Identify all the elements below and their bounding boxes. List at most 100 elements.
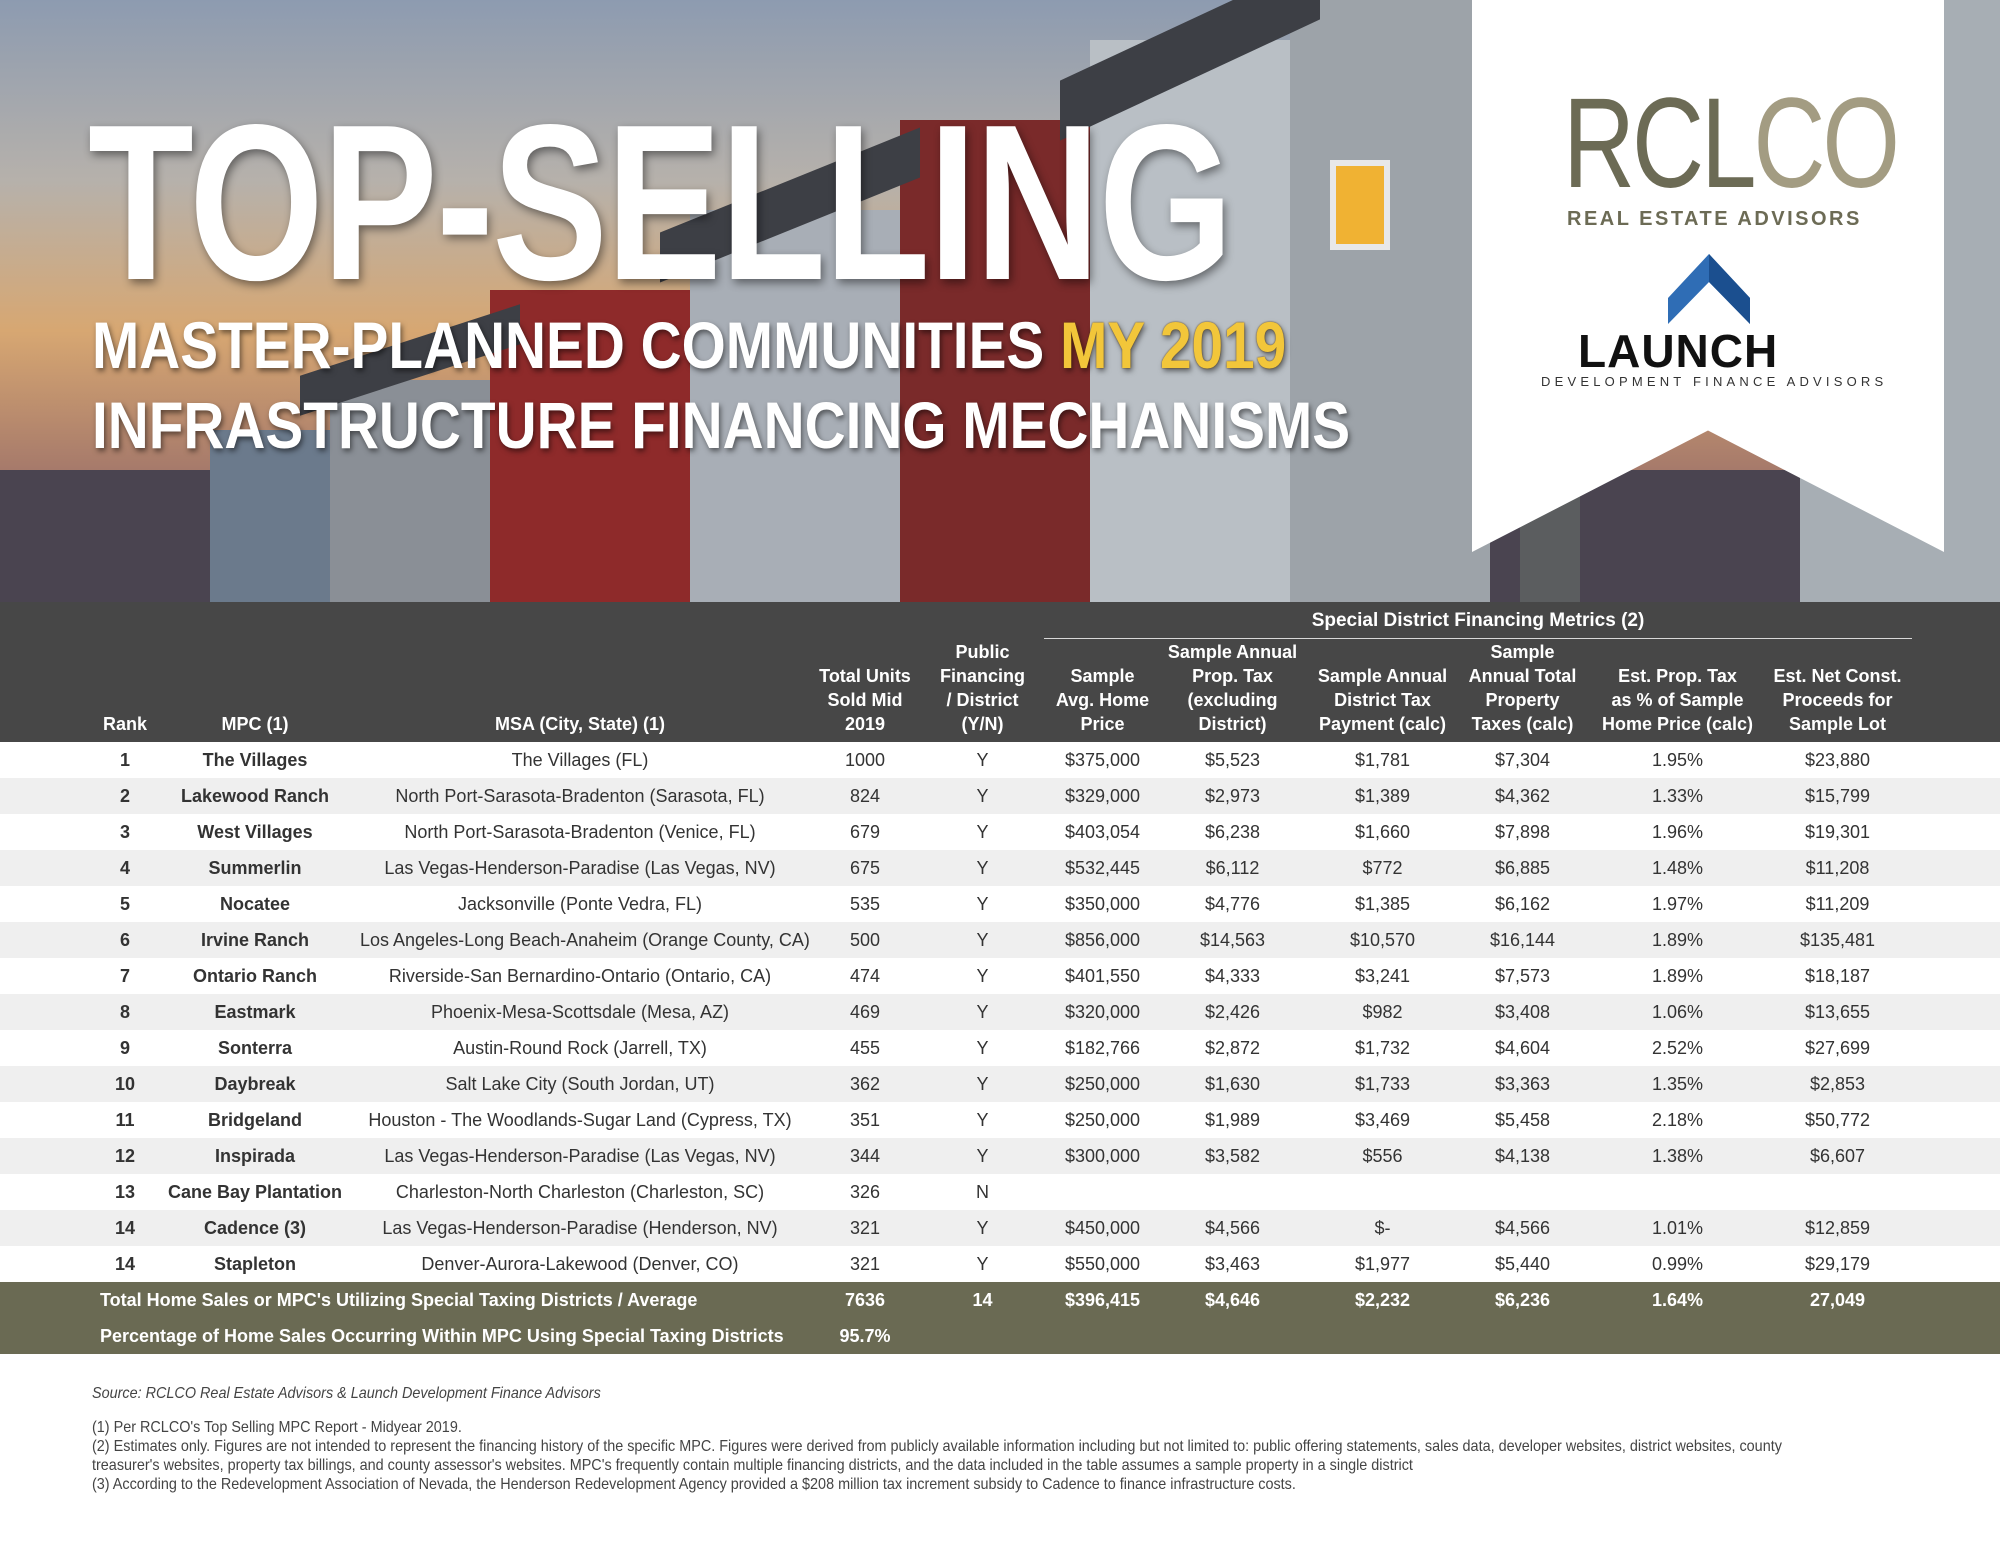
cell-district-tax: $3,469 [1354,1110,1411,1130]
cell-msa: Los Angeles-Long Beach-Anaheim (Orange C… [360,930,810,950]
cell-pct: 2.52% [1651,1038,1704,1058]
cell-price: $375,000 [1064,750,1141,770]
cell-mpc: Nocatee [219,894,291,914]
cell-pct: 1.97% [1651,894,1704,914]
cell-rank: 2 [119,786,130,806]
cell-rank: 3 [119,822,130,842]
cell-net: $27,699 [1804,1038,1871,1058]
cell-prop-tax: $4,566 [1204,1218,1261,1238]
rclco-logo-part2: CO [1753,72,1900,215]
cell-pct: 1.96% [1651,822,1704,842]
cell-public: Y [976,966,989,986]
cell-pct: 1.06% [1651,1002,1704,1022]
col-net-proceeds: Est. Net Const. Proceeds for Sample Lot [1773,666,1902,734]
cell-pct: 1.01% [1651,1218,1704,1238]
cell-prop-tax: $1,989 [1204,1110,1261,1130]
cell-price: $250,000 [1064,1110,1141,1130]
total-net: 27,049 [1809,1290,1866,1310]
cell-msa: Las Vegas-Henderson-Paradise (Henderson,… [382,1218,778,1238]
page-title: TOP-SELLING [88,79,1233,327]
cell-pct: 1.48% [1651,858,1704,878]
cell-public: Y [976,750,989,770]
cell-public: Y [976,894,989,914]
col-units: Total Units Sold Mid 2019 [819,666,911,734]
cell-district-tax: $1,385 [1354,894,1411,914]
cell-mpc: Daybreak [214,1074,296,1094]
cell-rank: 14 [114,1254,136,1274]
cell-district-tax: $10,570 [1349,930,1416,950]
table-row: 11 Bridgeland Houston - The Woodlands-Suga… [0,1102,2000,1138]
cell-msa: The Villages (FL) [511,750,649,770]
cell-units: 1000 [844,750,886,770]
cell-total-tax: $4,566 [1494,1218,1551,1238]
cell-total-tax: $6,162 [1494,894,1551,914]
cell-price [1045,1174,1160,1210]
total-label: Total Home Sales or MPC's Utilizing Spec… [100,1290,698,1310]
cell-total-tax: $5,458 [1494,1110,1551,1130]
col-tax-pct: Est. Prop. Tax as % of Sample Home Price… [1601,666,1754,734]
cell-units: 326 [849,1182,881,1202]
cell-price: $856,000 [1064,930,1141,950]
cell-pct [1585,1174,1770,1210]
rclco-logo-part1: RCL [1563,72,1756,215]
cell-net: $18,187 [1804,966,1871,986]
table-row: 12 Inspirada Las Vegas-Henderson-Paradise … [0,1138,2000,1174]
cell-net: $13,655 [1804,1002,1871,1022]
cell-total-tax: $6,885 [1494,858,1551,878]
col-rank: Rank [102,714,147,734]
cell-prop-tax: $4,776 [1204,894,1261,914]
cell-msa: Phoenix-Mesa-Scottsdale (Mesa, AZ) [430,1002,730,1022]
cell-total-tax: $4,138 [1494,1146,1551,1166]
cell-mpc: Sonterra [217,1038,293,1058]
subtitle-main: MASTER-PLANNED COMMUNITIES [92,308,1045,382]
table-row: 7 Ontario Ranch Riverside-San Bernardino-O… [0,958,2000,994]
rclco-tagline: REAL ESTATE ADVISORS [1567,208,1862,230]
cell-public: Y [976,858,989,878]
mpc-table: Special District Financing Metrics (2) R… [0,602,2000,1354]
col-home-price: Sample Avg. Home Price [1055,666,1150,734]
table-row: 8 Eastmark Phoenix-Mesa-Scottsdale (Mesa, … [0,994,2000,1030]
total-units: 7636 [844,1290,886,1310]
footnote-2-cont: treasurer's websites, property tax billi… [92,1457,1413,1474]
cell-msa: Salt Lake City (South Jordan, UT) [445,1074,715,1094]
cell-units: 500 [849,930,881,950]
cell-price: $320,000 [1064,1002,1141,1022]
cell-price: $250,000 [1064,1074,1141,1094]
cell-public: Y [976,1254,989,1274]
cell-units: 535 [849,894,881,914]
cell-mpc: Bridgeland [207,1110,302,1130]
cell-district-tax: $- [1374,1218,1391,1238]
cell-msa: Las Vegas-Henderson-Paradise (Las Vegas,… [384,1146,776,1166]
cell-total-tax: $3,363 [1494,1074,1551,1094]
col-public-financing: Public Financing / District (Y/N) [940,642,1025,734]
page-subtitle-2: INFRASTRUCTURE FINANCING MECHANISMS [92,388,1351,462]
group-header-divider [1044,638,1912,639]
cell-mpc: Summerlin [208,858,302,878]
cell-pct: 1.35% [1651,1074,1704,1094]
cell-msa: Las Vegas-Henderson-Paradise (Las Vegas,… [384,858,776,878]
cell-net: $11,208 [1805,858,1870,878]
cell-net [1770,1174,1905,1210]
table-row: 2 Lakewood Ranch North Port-Sarasota-Brade… [0,778,2000,814]
cell-prop-tax: $2,973 [1204,786,1261,806]
cell-units: 455 [849,1038,881,1058]
cell-mpc: Cadence (3) [203,1218,307,1238]
cell-public: Y [976,1146,989,1166]
cell-district-tax: $982 [1362,1002,1403,1022]
cell-public: Y [976,1002,989,1022]
table-row: 5 Nocatee Jacksonville (Ponte Vedra, FL) 53… [0,886,2000,922]
cell-mpc: Stapleton [213,1254,296,1274]
rclco-logo: RCLCO [1563,80,1900,208]
cell-prop-tax: $2,426 [1204,1002,1261,1022]
cell-rank: 1 [119,750,130,770]
cell-units: 679 [849,822,881,842]
cell-price: $350,000 [1064,894,1141,914]
cell-units: 321 [849,1218,881,1238]
cell-prop-tax: $6,112 [1205,858,1260,878]
cell-price: $182,766 [1064,1038,1141,1058]
cell-price: $329,000 [1064,786,1141,806]
cell-prop-tax: $2,872 [1204,1038,1261,1058]
cell-pct: 1.89% [1651,966,1704,986]
cell-net: $12,859 [1804,1218,1871,1238]
cell-prop-tax: $14,563 [1199,930,1266,950]
